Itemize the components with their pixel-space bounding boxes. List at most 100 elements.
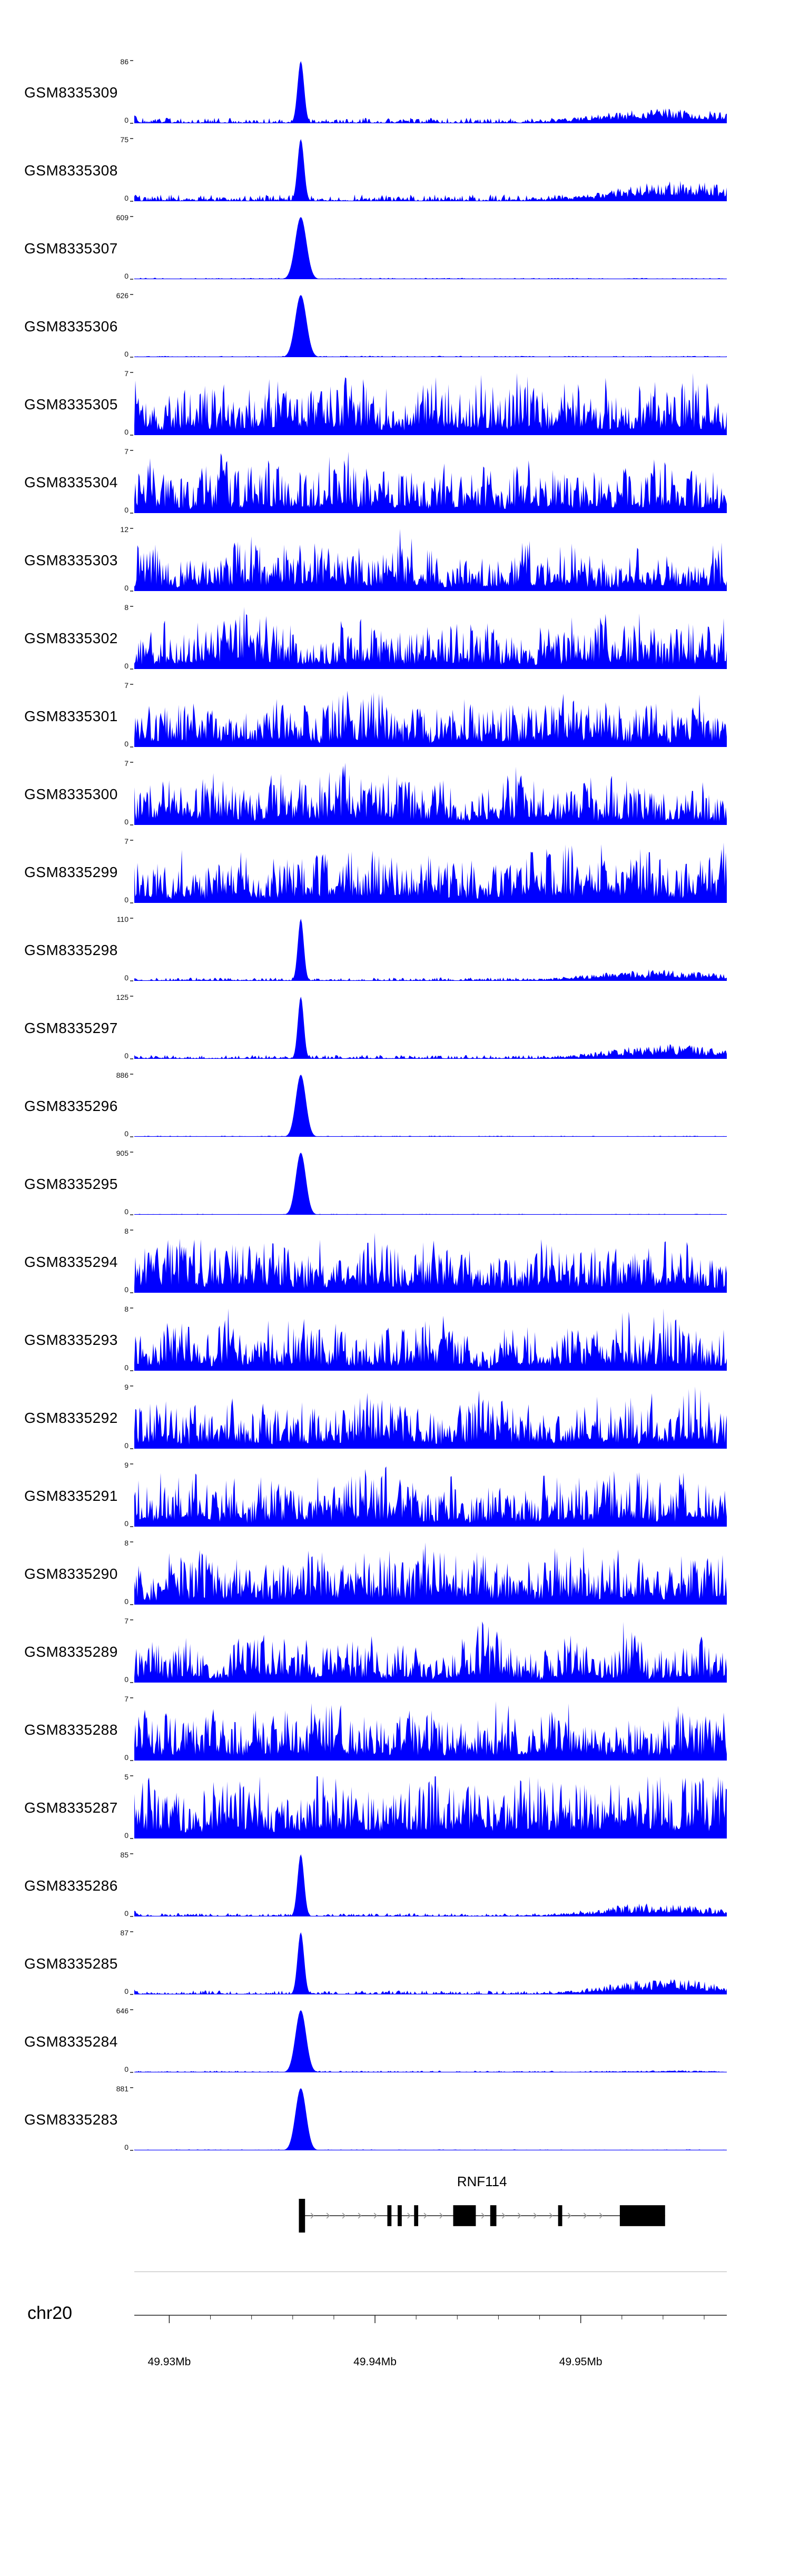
track-ymax-label: 85 — [120, 1851, 129, 1859]
coverage-plot — [134, 691, 727, 747]
strand-arrow-icon — [583, 2213, 587, 2219]
y-axis-top-tick — [130, 996, 133, 997]
signal-area — [134, 217, 727, 279]
y-axis-bottom-tick — [130, 1916, 133, 1917]
coverage-plot — [134, 763, 727, 825]
track-ymin-label: 0 — [124, 2065, 129, 2073]
track-ymin-label: 0 — [124, 584, 129, 592]
track-label: GSM8335309 — [24, 84, 118, 101]
signal-area — [134, 1309, 727, 1371]
signal-track-row-GSM8335296: GSM8335296 886 0 — [0, 1071, 790, 1151]
strand-arrow-icon — [567, 2213, 571, 2219]
track-ymin-label: 0 — [124, 1519, 129, 1528]
coverage-plot — [134, 1466, 727, 1527]
y-axis-top-tick — [130, 1697, 133, 1698]
track-ymax-label: 7 — [124, 369, 129, 378]
y-axis-top-tick — [130, 2087, 133, 2088]
y-axis-bottom-tick — [130, 279, 133, 280]
y-axis-top-tick — [130, 762, 133, 763]
track-ymax-label: 7 — [124, 837, 129, 845]
track-ymin-label: 0 — [124, 1129, 129, 1138]
strand-arrow-icon — [533, 2213, 537, 2219]
track-ymin-label: 0 — [124, 1597, 129, 1606]
strand-arrow-icon — [407, 2213, 411, 2219]
signal-area — [134, 1542, 727, 1605]
y-axis-top-tick — [130, 840, 133, 841]
track-label: GSM8335300 — [24, 786, 118, 802]
track-label: GSM8335296 — [24, 1098, 118, 1114]
signal-area — [134, 1854, 727, 1916]
y-axis-top-tick — [130, 1152, 133, 1153]
signal-area — [134, 1621, 727, 1683]
y-axis-bottom-tick — [130, 746, 133, 748]
track-label: GSM8335302 — [24, 630, 118, 646]
track-ymin-label: 0 — [124, 662, 129, 670]
strand-arrow-icon — [599, 2213, 603, 2219]
track-label: GSM8335287 — [24, 1800, 118, 1816]
y-axis-bottom-tick — [130, 357, 133, 358]
y-axis-top-tick — [130, 450, 133, 451]
track-ymax-label: 75 — [120, 135, 129, 144]
track-ymax-label: 87 — [120, 1929, 129, 1937]
signal-area — [134, 139, 727, 201]
track-ymin-label: 0 — [124, 818, 129, 826]
signal-area — [134, 61, 727, 123]
track-ymax-label: 646 — [116, 2007, 129, 2015]
signal-area — [134, 1387, 727, 1449]
track-label: GSM8335298 — [24, 942, 118, 958]
track-ymax-label: 9 — [124, 1383, 129, 1391]
track-label: GSM8335290 — [24, 1566, 118, 1582]
track-label: GSM8335286 — [24, 1877, 118, 1894]
strand-arrow-icon — [439, 2213, 443, 2219]
track-ymax-label: 8 — [124, 603, 129, 612]
track-ymax-label: 8 — [124, 1539, 129, 1547]
signal-area — [134, 1153, 727, 1215]
strand-arrow-icon — [358, 2213, 362, 2219]
track-label: GSM8335288 — [24, 1722, 118, 1738]
signal-track-row-GSM8335301: GSM8335301 7 0 — [0, 681, 790, 761]
y-axis-bottom-tick — [130, 980, 133, 981]
signal-area — [134, 919, 727, 981]
coverage-plot — [134, 217, 727, 279]
strand-arrow-icon — [342, 2213, 346, 2219]
signal-track-row-GSM8335284: GSM8335284 646 0 — [0, 2007, 790, 2086]
y-axis-bottom-tick — [130, 201, 133, 202]
track-ymin-label: 0 — [124, 974, 129, 982]
track-ymax-label: 881 — [116, 2085, 129, 2093]
y-axis-top-tick — [130, 1307, 133, 1309]
exon-box — [299, 2199, 305, 2233]
track-ymax-label: 9 — [124, 1461, 129, 1469]
gene-name-label: RNF114 — [457, 2174, 507, 2189]
track-label: GSM8335285 — [24, 1955, 118, 1972]
coverage-plot — [134, 1075, 727, 1137]
track-ymin-label: 0 — [124, 1753, 129, 1762]
exon-box — [387, 2205, 392, 2226]
signal-track-row-GSM8335300: GSM8335300 7 0 — [0, 759, 790, 839]
track-label: GSM8335307 — [24, 240, 118, 257]
signal-area — [134, 1701, 727, 1761]
coverage-plot — [134, 1153, 727, 1215]
track-ymin-label: 0 — [124, 1051, 129, 1060]
signal-area — [134, 373, 727, 435]
track-ymax-label: 86 — [120, 57, 129, 66]
y-axis-top-tick — [130, 60, 133, 61]
coverage-plot — [134, 1932, 727, 1994]
signal-track-row-GSM8335293: GSM8335293 8 0 — [0, 1305, 790, 1384]
track-label: GSM8335308 — [24, 162, 118, 179]
track-label: GSM8335301 — [24, 708, 118, 724]
signal-area — [134, 1232, 727, 1293]
y-axis-top-tick — [130, 1385, 133, 1387]
y-axis-top-tick — [130, 918, 133, 919]
track-ymin-label: 0 — [124, 1909, 129, 1918]
coverage-plot — [134, 607, 727, 669]
signal-area — [134, 1466, 727, 1527]
signal-area — [134, 451, 727, 513]
y-axis-top-tick — [130, 372, 133, 373]
signal-track-row-GSM8335289: GSM8335289 7 0 — [0, 1617, 790, 1696]
y-axis-top-tick — [130, 1619, 133, 1620]
track-label: GSM8335291 — [24, 1488, 118, 1504]
signal-track-row-GSM8335286: GSM8335286 85 0 — [0, 1851, 790, 1930]
signal-track-row-GSM8335295: GSM8335295 905 0 — [0, 1149, 790, 1228]
axis-tick-label: 49.94Mb — [353, 2356, 397, 2368]
